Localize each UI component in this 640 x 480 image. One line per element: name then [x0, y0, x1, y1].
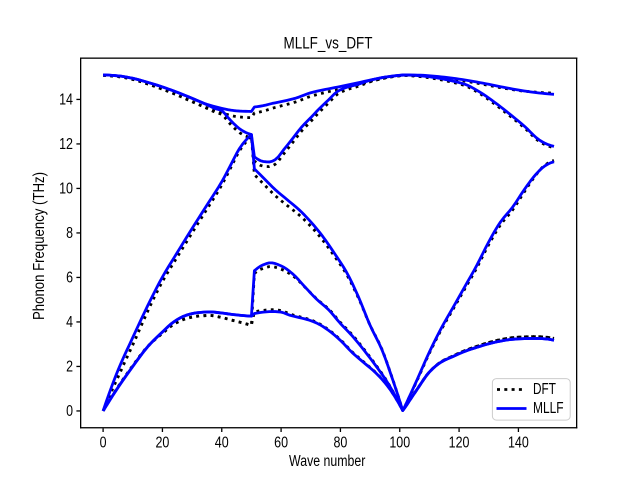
svg-text:0: 0	[66, 403, 73, 420]
svg-text:MLLF: MLLF	[533, 400, 564, 417]
svg-text:140: 140	[508, 435, 529, 452]
svg-text:10: 10	[59, 181, 73, 198]
svg-text:DFT: DFT	[533, 381, 556, 398]
svg-text:14: 14	[59, 92, 73, 109]
svg-text:Phonon Frequency (THz): Phonon Frequency (THz)	[31, 172, 48, 320]
svg-text:2: 2	[66, 359, 73, 376]
svg-text:MLLF_vs_DFT: MLLF_vs_DFT	[284, 33, 373, 52]
svg-text:40: 40	[215, 435, 229, 452]
svg-text:120: 120	[449, 435, 470, 452]
svg-text:80: 80	[333, 435, 347, 452]
svg-text:60: 60	[274, 435, 288, 452]
svg-text:0: 0	[100, 435, 107, 452]
svg-text:6: 6	[66, 270, 73, 287]
svg-text:12: 12	[59, 136, 73, 153]
svg-text:8: 8	[66, 225, 73, 242]
svg-text:4: 4	[66, 314, 73, 331]
svg-text:100: 100	[389, 435, 410, 452]
svg-text:20: 20	[155, 435, 169, 452]
svg-text:Wave number: Wave number	[289, 453, 365, 470]
